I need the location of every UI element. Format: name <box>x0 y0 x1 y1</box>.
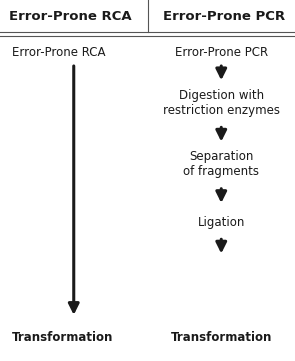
Text: Transformation: Transformation <box>171 331 272 344</box>
Text: Separation
of fragments: Separation of fragments <box>183 150 259 178</box>
Text: Error-Prone RCA: Error-Prone RCA <box>12 46 105 59</box>
Text: Error-Prone RCA: Error-Prone RCA <box>9 10 132 23</box>
Text: Ligation: Ligation <box>198 216 245 229</box>
Text: Error-Prone PCR: Error-Prone PCR <box>175 46 268 59</box>
Text: Digestion with
restriction enzymes: Digestion with restriction enzymes <box>163 89 280 117</box>
Text: Error-Prone PCR: Error-Prone PCR <box>163 10 285 23</box>
Text: Transformation: Transformation <box>12 331 113 344</box>
